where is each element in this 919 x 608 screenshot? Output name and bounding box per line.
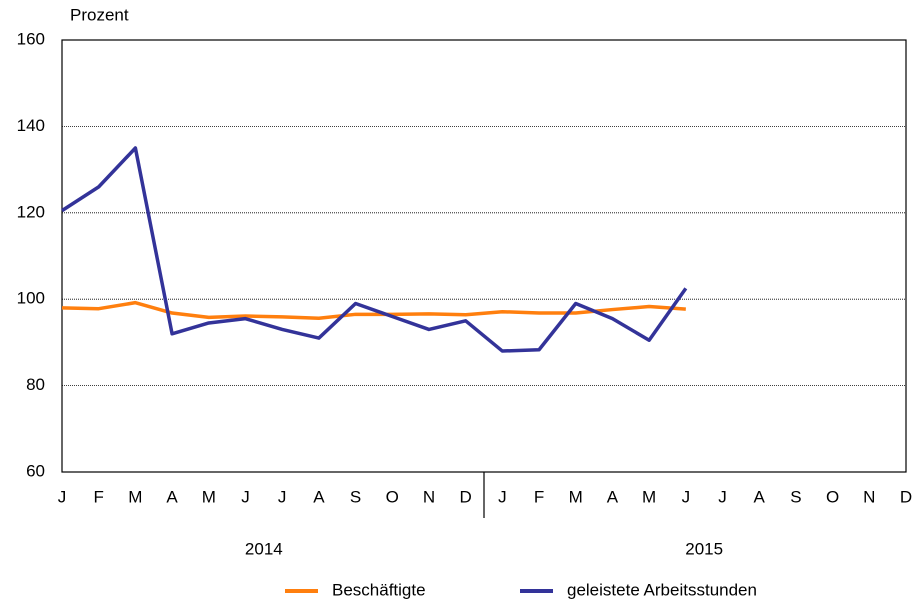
x-tick-label: M xyxy=(569,487,583,506)
series-line xyxy=(61,146,688,353)
x-tick-label: O xyxy=(826,487,839,506)
y-tick-label: 80 xyxy=(26,375,45,394)
x-tick-label: J xyxy=(718,487,727,506)
x-tick-label: A xyxy=(754,487,766,506)
x-tick-label: A xyxy=(166,487,178,506)
x-tick-label: F xyxy=(94,487,104,506)
y-tick-label: 100 xyxy=(17,289,45,308)
x-tick-label: S xyxy=(350,487,361,506)
y-tick-label: 60 xyxy=(26,461,45,480)
x-tick-label: N xyxy=(863,487,875,506)
y-tick-label: 160 xyxy=(17,29,45,48)
x-tick-label: J xyxy=(498,487,507,506)
x-tick-label: A xyxy=(607,487,619,506)
x-tick-label: D xyxy=(900,487,912,506)
year-label: 2015 xyxy=(685,539,723,558)
x-tick-label: J xyxy=(58,487,67,506)
x-tick-label: J xyxy=(241,487,250,506)
x-tick-label: F xyxy=(534,487,544,506)
legend-label: Beschäftigte xyxy=(332,580,426,599)
year-label: 2014 xyxy=(245,539,283,558)
x-tick-label: S xyxy=(790,487,801,506)
x-tick-label: J xyxy=(682,487,691,506)
x-tick-label: N xyxy=(423,487,435,506)
y-axis-label: Prozent xyxy=(70,5,129,24)
legend-label: geleistete Arbeitsstunden xyxy=(567,580,757,599)
x-tick-label: O xyxy=(386,487,399,506)
x-tick-label: J xyxy=(278,487,287,506)
x-tick-label: A xyxy=(313,487,325,506)
x-tick-label: M xyxy=(202,487,216,506)
y-tick-label: 140 xyxy=(17,116,45,135)
x-tick-label: M xyxy=(128,487,142,506)
x-tick-label: D xyxy=(460,487,472,506)
plot-frame xyxy=(61,39,907,473)
y-tick-label: 120 xyxy=(17,202,45,221)
x-tick-label: M xyxy=(642,487,656,506)
